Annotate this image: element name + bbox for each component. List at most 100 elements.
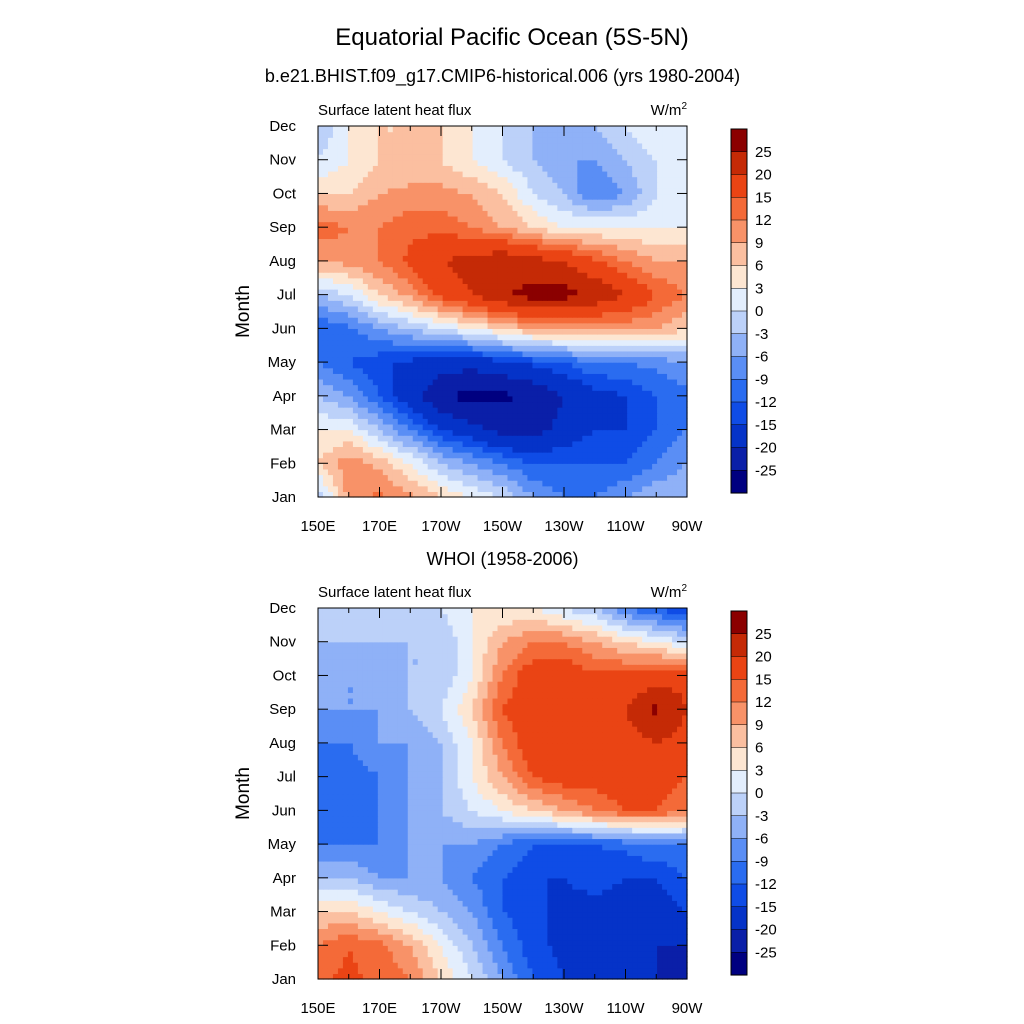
heatmap-cell [662,367,668,374]
heatmap-cell [662,378,668,386]
heatmap-cell [362,238,369,245]
heatmap-cell [592,435,598,442]
heatmap-cell [597,210,603,217]
heatmap-cell [637,468,643,476]
heatmap-cell [427,187,434,195]
heatmap-cell [347,423,354,431]
heatmap-cell [472,260,479,268]
heatmap-cell [522,170,529,178]
heatmap-cell [402,333,409,341]
heatmap-cell [547,468,553,476]
heatmap-cell [572,126,578,133]
heatmap-cell [682,272,688,279]
heatmap-cell [372,294,379,301]
heatmap-cell [407,480,414,487]
heatmap-cell [487,440,494,448]
heatmap-cell [537,317,543,324]
heatmap-cell [467,142,474,150]
heatmap-cell [362,362,369,369]
heatmap-cell [417,137,424,144]
heatmap-cell [502,491,509,498]
heatmap-cell [457,395,464,403]
heatmap-cell [337,446,344,453]
heatmap-cell [407,221,414,228]
heatmap-cell [397,154,404,161]
heatmap-cell [417,305,424,313]
heatmap-cell [547,260,553,268]
heatmap-cell [657,423,663,431]
heatmap-cell [452,440,459,448]
heatmap-cell [422,204,429,211]
heatmap-cell [567,457,573,464]
heatmap-cell [552,418,558,425]
heatmap-cell [457,300,464,307]
heatmap-cell [632,339,638,346]
heatmap-cell [377,244,384,251]
heatmap-cell [397,474,404,481]
heatmap-cell [332,272,339,279]
heatmap-cell [652,244,658,251]
heatmap-cell [327,159,334,166]
heatmap-cell [492,418,499,425]
heatmap-cell [682,154,688,161]
heatmap-cell [497,463,504,470]
heatmap-cell [397,457,404,464]
heatmap-cell [682,238,688,245]
heatmap-cell [682,260,688,268]
heatmap-cell [397,317,404,324]
heatmap-cell [447,485,454,492]
heatmap-cell [657,272,663,279]
heatmap-cell [557,148,563,155]
heatmap-cell [632,221,638,228]
heatmap-cell [677,328,683,335]
heatmap-cell [432,322,439,329]
heatmap-cell [407,311,414,318]
heatmap-cell [642,159,648,166]
heatmap-cell [682,356,688,363]
heatmap-cell [327,238,334,245]
heatmap-cell [582,159,588,166]
heatmap-cell [582,435,588,442]
x-tick-label: 110W [606,518,645,535]
heatmap-cell [357,468,364,476]
heatmap-cell [372,412,379,419]
heatmap-cell [612,480,618,487]
heatmap-cell [602,317,608,324]
heatmap-cell [652,289,658,296]
heatmap-cell [447,345,454,352]
heatmap-cell [647,390,653,397]
heatmap-cell [562,317,568,324]
heatmap-cell [547,418,553,425]
heatmap-cell [462,215,469,223]
heatmap-cell [567,401,573,408]
heatmap-cell [547,339,553,346]
heatmap-cell [318,199,324,206]
heatmap-cell [647,452,653,459]
heatmap-cell [607,238,613,245]
heatmap-cell [637,221,643,228]
heatmap-cell [397,294,404,301]
heatmap-cell [617,266,623,273]
heatmap-cell [432,412,439,419]
heatmap-cell [632,249,638,256]
heatmap-cell [537,339,543,346]
heatmap-cell [387,199,394,206]
heatmap-cell [612,126,618,133]
heatmap-cell [597,452,603,459]
heatmap-cell [397,300,404,307]
heatmap-cell [427,446,434,453]
heatmap-cell [392,407,399,414]
heatmap-cell [547,435,553,442]
heatmap-cell [682,435,688,442]
heatmap-cell [617,137,623,144]
heatmap-cell [672,412,678,419]
heatmap-cell [387,244,394,251]
heatmap-cell [652,322,658,329]
heatmap-cell [412,260,419,268]
heatmap-cell [622,367,628,374]
heatmap-cell [442,452,449,459]
heatmap-cell [392,182,399,189]
heatmap-cell [572,429,578,436]
heatmap-cell [642,244,648,251]
heatmap-cell [422,328,429,335]
